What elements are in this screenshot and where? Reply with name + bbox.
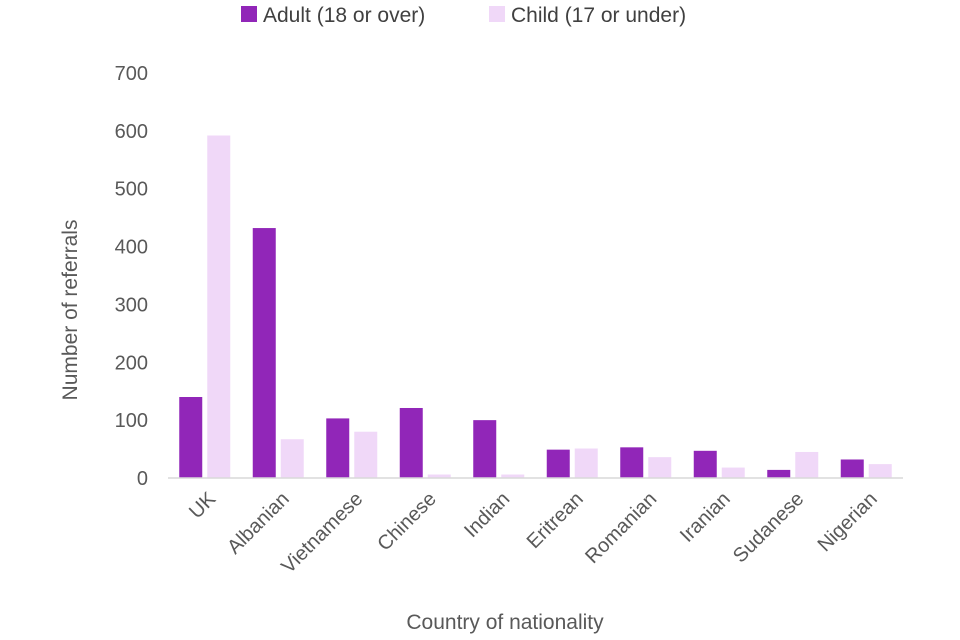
legend-label-child: Child (17 or under) — [511, 4, 686, 27]
y-tick-label: 0 — [137, 468, 148, 490]
bar-adult-chinese — [399, 407, 423, 478]
y-tick-label: 100 — [115, 410, 148, 432]
bar-child-iranian — [721, 467, 745, 478]
y-tick-label: 400 — [115, 237, 148, 259]
bar-adult-sudanese — [767, 469, 791, 478]
y-tick-label: 200 — [115, 352, 148, 374]
bar-adult-romanian — [620, 447, 644, 478]
bar-adult-uk — [179, 397, 203, 478]
bar-child-romanian — [648, 457, 672, 478]
bar-child-albanian — [280, 439, 304, 478]
bar-adult-eritrean — [546, 449, 570, 478]
bar-adult-indian — [473, 420, 497, 478]
legend: Adult (18 or over) Child (17 or under) — [241, 4, 686, 27]
y-tick-label: 700 — [115, 63, 148, 85]
y-axis-title: Number of referrals — [59, 220, 82, 401]
x-tick-label-chinese: Chinese — [373, 488, 440, 555]
bars — [179, 135, 892, 478]
x-tick-label-iranian: Iranian — [676, 488, 735, 547]
bar-adult-albanian — [252, 228, 276, 478]
legend-swatch-adult — [241, 6, 257, 22]
x-tick-label-uk: UK — [185, 488, 221, 524]
legend-swatch-child — [489, 6, 505, 22]
y-tick-label: 600 — [115, 121, 148, 143]
y-axis: 0 100 200 300 400 500 600 700 — [115, 63, 148, 490]
bar-adult-nigerian — [840, 459, 864, 478]
y-tick-label: 300 — [115, 294, 148, 316]
bar-child-vietnamese — [354, 431, 378, 478]
x-axis-title: Country of nationality — [406, 611, 604, 634]
x-tick-label-indian: Indian — [460, 488, 514, 542]
x-tick-label-romanian: Romanian — [581, 488, 661, 568]
x-tick-label-eritrean: Eritrean — [523, 488, 588, 553]
bar-child-nigerian — [868, 464, 892, 478]
bar-child-indian — [501, 474, 525, 478]
bar-child-chinese — [427, 474, 451, 478]
bar-child-eritrean — [574, 448, 598, 478]
x-tick-label-sudanese: Sudanese — [729, 488, 808, 567]
bar-adult-iranian — [693, 450, 717, 478]
y-tick-label: 500 — [115, 179, 148, 201]
bar-child-sudanese — [795, 451, 819, 478]
bar-child-uk — [207, 135, 231, 478]
legend-label-adult: Adult (18 or over) — [263, 4, 425, 27]
x-tick-label-albanian: Albanian — [223, 488, 294, 559]
x-tick-label-nigerian: Nigerian — [814, 488, 882, 556]
bar-adult-vietnamese — [326, 418, 350, 478]
